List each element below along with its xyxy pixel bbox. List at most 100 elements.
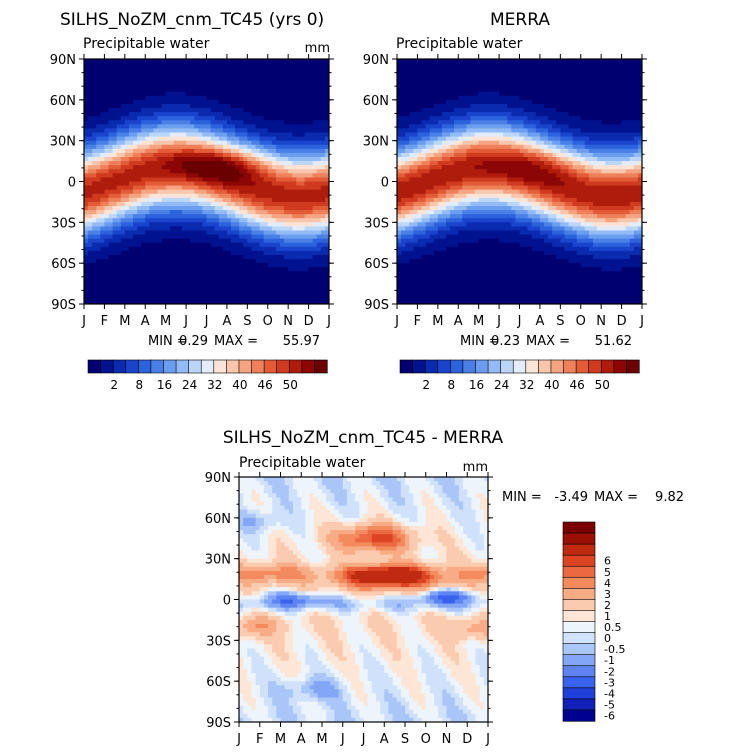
heatmap-cell xyxy=(153,132,159,138)
heatmap-cell xyxy=(173,222,179,228)
heatmap-cell xyxy=(300,79,306,85)
heatmap-cell xyxy=(84,222,89,228)
heatmap-cell xyxy=(267,230,273,236)
heatmap-cell xyxy=(231,242,236,248)
heatmap-cell xyxy=(198,206,204,211)
heatmap-cell xyxy=(544,124,549,130)
heatmap-cell xyxy=(320,177,326,183)
heatmap-cell xyxy=(433,75,439,81)
heatmap-cell xyxy=(128,148,134,154)
heatmap-cell xyxy=(429,103,435,109)
heatmap-cell xyxy=(186,271,191,277)
heatmap-cell xyxy=(312,144,318,150)
heatmap-cell xyxy=(486,87,492,93)
heatmap-cell xyxy=(275,234,281,240)
heatmap-cell xyxy=(198,83,204,89)
heatmap-cell xyxy=(580,75,586,81)
heatmap-cell xyxy=(128,120,134,125)
heatmap-cell xyxy=(259,91,265,97)
heatmap-cell xyxy=(267,197,273,203)
heatmap-cell xyxy=(84,59,89,64)
heatmap-cell xyxy=(482,91,488,97)
heatmap-cell xyxy=(149,197,155,203)
heatmap-cell xyxy=(133,108,138,113)
heatmap-cell xyxy=(531,132,537,138)
heatmap-cell xyxy=(190,291,195,297)
heatmap-cell xyxy=(165,95,171,101)
heatmap-cell xyxy=(235,218,240,223)
heatmap-cell xyxy=(588,103,594,109)
heatmap-cell xyxy=(312,189,318,195)
heatmap-cell xyxy=(284,295,289,301)
heatmap-cell xyxy=(202,271,208,277)
heatmap-cell xyxy=(482,136,488,142)
heatmap-cell xyxy=(605,116,610,121)
heatmap-cell xyxy=(145,87,150,93)
heatmap-cell xyxy=(190,287,195,293)
heatmap-cell xyxy=(169,230,175,236)
colorbar-swatch xyxy=(314,359,328,374)
heatmap-cell xyxy=(206,242,212,248)
heatmap-cell xyxy=(300,218,306,223)
heatmap-cell xyxy=(124,116,130,121)
heatmap-cell xyxy=(235,152,240,158)
heatmap-cell xyxy=(231,140,236,146)
heatmap-cell xyxy=(239,67,244,72)
heatmap-cell xyxy=(190,230,195,236)
heatmap-cell xyxy=(84,193,89,199)
heatmap-cell xyxy=(324,108,329,113)
heatmap-cell xyxy=(576,59,582,64)
heatmap-cell xyxy=(198,177,204,183)
heatmap-cell xyxy=(243,177,248,183)
heatmap-cell xyxy=(263,238,269,244)
heatmap-cell xyxy=(271,230,277,236)
heatmap-cell xyxy=(210,189,216,195)
heatmap-cell xyxy=(405,116,410,121)
heatmap-cell xyxy=(214,165,220,170)
heatmap-cell xyxy=(446,91,451,97)
heatmap-cell xyxy=(413,95,419,101)
heatmap-cell xyxy=(226,87,232,93)
heatmap-cell xyxy=(263,246,269,252)
heatmap-cell xyxy=(231,91,236,97)
heatmap-cell xyxy=(490,59,496,64)
heatmap-cell xyxy=(108,67,114,72)
heatmap-cell xyxy=(288,242,293,248)
heatmap-cell xyxy=(145,279,150,285)
heatmap-cell xyxy=(88,136,93,142)
heatmap-cell xyxy=(417,136,423,142)
heatmap-cell xyxy=(259,291,265,297)
heatmap-cell xyxy=(413,120,419,125)
heatmap-cell xyxy=(108,128,114,134)
heatmap-cell xyxy=(231,197,236,203)
heatmap-cell xyxy=(255,87,261,93)
heatmap-cell xyxy=(149,63,155,68)
heatmap-cell xyxy=(165,275,171,281)
heatmap-cell xyxy=(284,75,289,81)
heatmap-cell xyxy=(324,144,329,150)
heatmap-cell xyxy=(568,71,574,76)
heatmap-cell xyxy=(235,295,240,301)
heatmap-cell xyxy=(446,124,451,130)
heatmap-cell xyxy=(218,144,224,150)
heatmap-cell xyxy=(324,157,329,162)
heatmap-cell xyxy=(235,124,240,130)
heatmap-cell xyxy=(231,112,236,117)
heatmap-cell xyxy=(88,189,93,195)
colorbar-swatch xyxy=(276,359,290,374)
heatmap-cell xyxy=(226,295,232,301)
heatmap-cell xyxy=(462,103,468,109)
heatmap-cell xyxy=(486,112,492,117)
heatmap-cell xyxy=(560,120,566,125)
heatmap-cell xyxy=(519,95,525,101)
heatmap-cell xyxy=(312,206,318,211)
heatmap-cell xyxy=(401,103,406,109)
heatmap-cell xyxy=(552,95,557,101)
heatmap-cell xyxy=(194,116,199,121)
heatmap-cell xyxy=(124,128,130,134)
heatmap-cell xyxy=(112,206,118,211)
heatmap-cell xyxy=(214,63,220,68)
heatmap-cell xyxy=(271,222,277,228)
heatmap-cell xyxy=(296,79,302,85)
heatmap-cell xyxy=(304,152,310,158)
